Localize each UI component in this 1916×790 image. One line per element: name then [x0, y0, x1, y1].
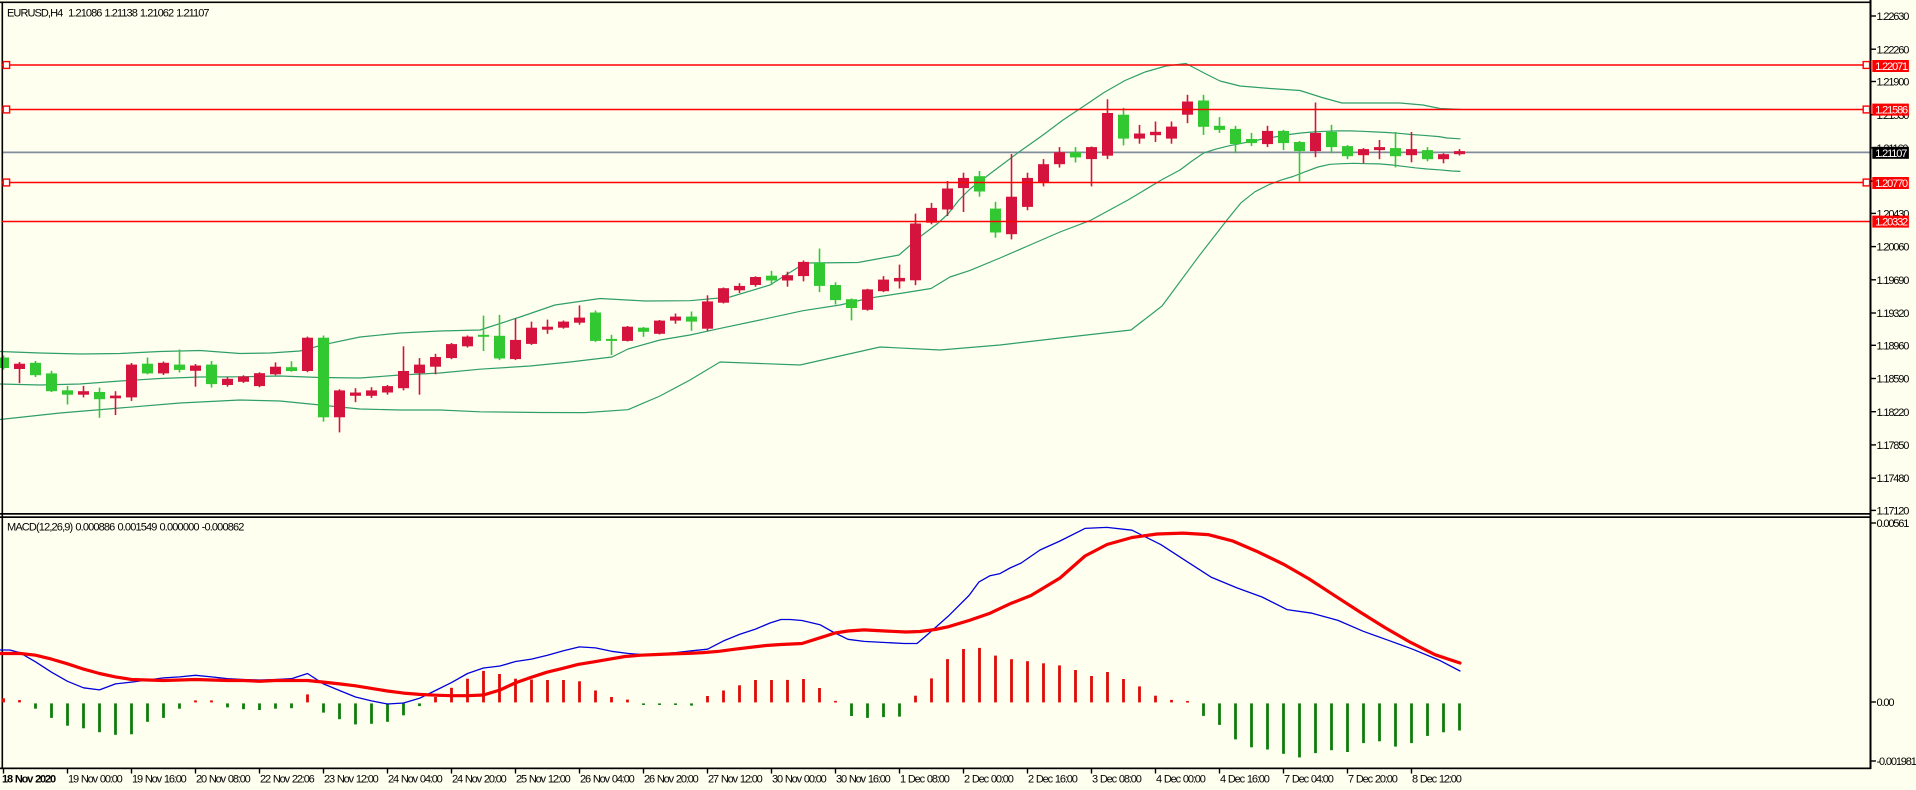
svg-text:7 Dec 04:00: 7 Dec 04:00: [1284, 774, 1334, 786]
svg-text:1.19320: 1.19320: [1877, 308, 1910, 320]
svg-text:26 Nov 04:00: 26 Nov 04:00: [580, 774, 635, 786]
svg-text:1.18590: 1.18590: [1877, 374, 1910, 386]
svg-text:24 Nov 20:00: 24 Nov 20:00: [452, 774, 507, 786]
svg-text:25 Nov 12:00: 25 Nov 12:00: [516, 774, 571, 786]
svg-text:1.22260: 1.22260: [1877, 44, 1910, 56]
svg-text:2 Dec 16:00: 2 Dec 16:00: [1028, 774, 1078, 786]
svg-text:19 Nov 16:00: 19 Nov 16:00: [132, 774, 187, 786]
svg-text:30 Nov 00:00: 30 Nov 00:00: [772, 774, 827, 786]
svg-text:1 Dec 08:00: 1 Dec 08:00: [900, 774, 950, 786]
svg-text:26 Nov 20:00: 26 Nov 20:00: [644, 774, 699, 786]
svg-text:22 Nov 22:06: 22 Nov 22:06: [260, 774, 315, 786]
svg-text:1.19690: 1.19690: [1877, 275, 1910, 287]
svg-text:1.21900: 1.21900: [1877, 77, 1910, 89]
svg-text:4 Dec 00:00: 4 Dec 00:00: [1156, 774, 1206, 786]
svg-text:1.17480: 1.17480: [1877, 473, 1910, 485]
svg-text:7 Dec 20:00: 7 Dec 20:00: [1348, 774, 1398, 786]
svg-text:1.20060: 1.20060: [1877, 242, 1910, 254]
svg-text:1.22630: 1.22630: [1877, 11, 1910, 23]
svg-text:20 Nov 08:00: 20 Nov 08:00: [196, 774, 251, 786]
svg-text:0.00561: 0.00561: [1877, 518, 1910, 530]
svg-text:23 Nov 12:00: 23 Nov 12:00: [324, 774, 379, 786]
svg-text:-0.001981: -0.001981: [1877, 756, 1916, 768]
svg-text:18 Nov 2020: 18 Nov 2020: [2, 774, 56, 786]
svg-text:2 Dec 00:00: 2 Dec 00:00: [964, 774, 1014, 786]
svg-text:1.20332: 1.20332: [1875, 217, 1908, 229]
svg-text:30 Nov 16:00: 30 Nov 16:00: [836, 774, 891, 786]
svg-text:4 Dec 16:00: 4 Dec 16:00: [1220, 774, 1270, 786]
svg-text:1.17850: 1.17850: [1877, 440, 1910, 452]
svg-text:1.18960: 1.18960: [1877, 340, 1910, 352]
svg-text:0.00: 0.00: [1877, 697, 1895, 709]
svg-text:1.18220: 1.18220: [1877, 407, 1910, 419]
svg-text:24 Nov 04:00: 24 Nov 04:00: [388, 774, 443, 786]
svg-text:EURUSD,H4 1.21086 1.21138 1.2: EURUSD,H4 1.21086 1.21138 1.21062 1.2110…: [7, 8, 209, 20]
svg-text:1.20770: 1.20770: [1875, 178, 1908, 190]
svg-text:1.21586: 1.21586: [1875, 105, 1908, 117]
svg-text:1.21107: 1.21107: [1875, 148, 1907, 160]
svg-text:1.17120: 1.17120: [1877, 506, 1910, 518]
svg-text:8 Dec 12:00: 8 Dec 12:00: [1412, 774, 1462, 786]
svg-text:1.22071: 1.22071: [1875, 61, 1908, 73]
svg-text:19 Nov 00:00: 19 Nov 00:00: [68, 774, 123, 786]
svg-text:MACD(12,26,9) 0.000886 0.00154: MACD(12,26,9) 0.000886 0.001549 0.000000…: [7, 522, 244, 534]
svg-text:27 Nov 12:00: 27 Nov 12:00: [708, 774, 763, 786]
svg-text:3 Dec 08:00: 3 Dec 08:00: [1092, 774, 1142, 786]
